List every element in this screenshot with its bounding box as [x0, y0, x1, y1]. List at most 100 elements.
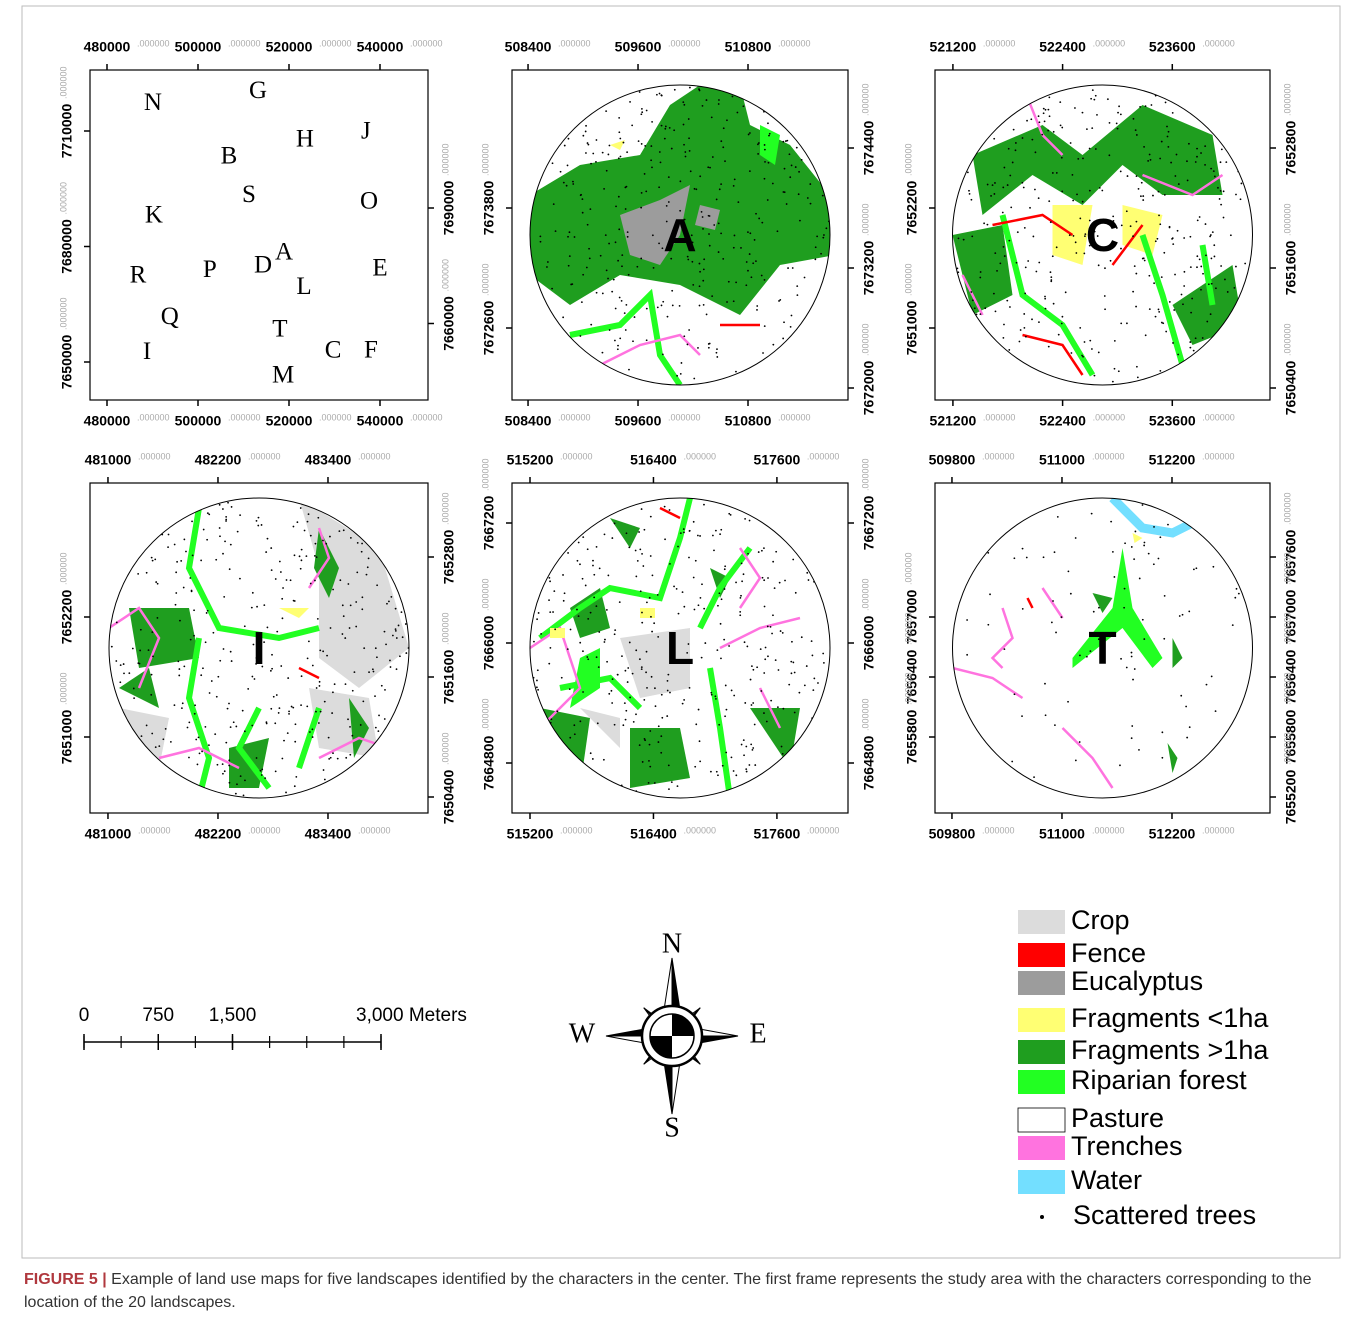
scattered-tree: [612, 678, 614, 680]
scattered-tree: [716, 356, 718, 358]
scattered-tree: [708, 347, 710, 349]
scattered-tree: [222, 553, 224, 555]
scattered-tree: [810, 203, 812, 205]
scattered-tree: [702, 216, 704, 218]
scattered-tree: [606, 170, 608, 172]
scattered-tree: [1161, 731, 1163, 733]
scattered-tree: [318, 722, 320, 724]
scattered-tree: [1174, 274, 1176, 276]
scattered-tree: [756, 666, 758, 668]
landscape-point: D: [254, 252, 272, 279]
scattered-tree: [343, 615, 345, 617]
y-tick-label: 7673200: [861, 241, 877, 296]
scattered-tree: [801, 159, 803, 161]
tick-decimals: .000000: [1282, 672, 1292, 705]
scattered-tree: [662, 301, 664, 303]
scattered-tree: [666, 205, 668, 207]
tick-decimals: .000000: [440, 492, 450, 525]
scattered-tree: [744, 702, 746, 704]
scattered-tree: [536, 618, 538, 620]
scattered-tree: [1212, 566, 1214, 568]
scattered-tree: [770, 700, 772, 702]
scattered-tree: [673, 586, 675, 588]
scattered-tree: [223, 596, 225, 598]
scattered-tree: [344, 637, 346, 639]
tick-decimals: .000000: [480, 458, 490, 491]
x-tick-label: 483400: [305, 452, 352, 468]
tick-decimals: .000000: [1202, 38, 1235, 48]
scattered-tree: [651, 121, 653, 123]
scattered-tree: [1202, 337, 1204, 339]
scattered-tree: [645, 190, 647, 192]
scattered-tree: [650, 616, 652, 618]
scattered-tree: [628, 369, 630, 371]
scattered-tree: [1124, 588, 1126, 590]
y-tick-label: 7651600: [1283, 241, 1299, 296]
scattered-tree: [258, 517, 260, 519]
scattered-tree: [1178, 183, 1180, 185]
tick-decimals: .000000: [1282, 732, 1292, 765]
scattered-tree: [1220, 204, 1222, 206]
scattered-tree: [222, 763, 224, 765]
tick-decimals: .000000: [248, 451, 281, 461]
scattered-tree: [1170, 162, 1172, 164]
map-panel: 480000.000000480000.000000500000.0000005…: [58, 38, 456, 428]
scattered-tree: [618, 131, 620, 133]
scattered-tree: [263, 604, 265, 606]
scattered-tree: [761, 550, 763, 552]
scattered-tree: [300, 568, 302, 570]
scattered-tree: [702, 228, 704, 230]
landscape-label: L: [666, 622, 694, 674]
scattered-tree: [1026, 120, 1028, 122]
scattered-tree: [972, 299, 974, 301]
scattered-tree: [758, 218, 760, 220]
legend-swatch: [1018, 1170, 1065, 1194]
scattered-tree: [1101, 190, 1103, 192]
scattered-tree: [350, 604, 352, 606]
scattered-tree: [192, 555, 194, 557]
scattered-tree: [1079, 655, 1081, 657]
scattered-tree: [582, 536, 584, 538]
scattered-tree: [730, 514, 732, 516]
scattered-tree: [791, 641, 793, 643]
scattered-tree: [740, 247, 742, 249]
scattered-tree: [711, 694, 713, 696]
scattered-tree: [549, 647, 551, 649]
scattered-tree: [567, 648, 569, 650]
scattered-tree: [1082, 201, 1084, 203]
scattered-tree: [384, 689, 386, 691]
scattered-tree: [650, 159, 652, 161]
scattered-tree: [667, 680, 669, 682]
scattered-tree: [741, 744, 743, 746]
scattered-tree: [1158, 558, 1160, 560]
scattered-tree: [709, 245, 711, 247]
scattered-tree: [592, 758, 594, 760]
scattered-tree: [713, 224, 715, 226]
scattered-tree: [1079, 327, 1081, 329]
scattered-tree: [312, 736, 314, 738]
tick-decimals: .000000: [440, 732, 450, 765]
scattered-tree: [111, 646, 113, 648]
scattered-tree: [1093, 611, 1095, 613]
scattered-tree: [345, 683, 347, 685]
scattered-tree: [204, 726, 206, 728]
scattered-tree: [775, 551, 777, 553]
scattered-tree: [1071, 352, 1073, 354]
scattered-tree: [376, 656, 378, 658]
scattered-tree: [722, 258, 724, 260]
x-tick-label: 515200: [507, 452, 554, 468]
scattered-tree: [1189, 347, 1191, 349]
scattered-tree: [632, 673, 634, 675]
scattered-tree: [294, 554, 296, 556]
scattered-tree: [356, 571, 358, 573]
scattered-tree: [1149, 154, 1151, 156]
scattered-tree: [590, 612, 592, 614]
scattered-tree: [361, 551, 363, 553]
scattered-tree: [1023, 313, 1025, 315]
scattered-tree: [286, 579, 288, 581]
scattered-tree: [228, 765, 230, 767]
scattered-tree: [236, 783, 238, 785]
scattered-tree: [553, 590, 555, 592]
scattered-tree: [1214, 176, 1216, 178]
scattered-tree: [1074, 107, 1076, 109]
